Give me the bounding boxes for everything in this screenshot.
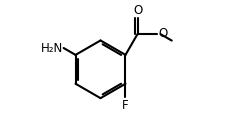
Text: H₂N: H₂N [41, 42, 63, 55]
Text: O: O [134, 4, 143, 17]
Text: F: F [122, 99, 129, 112]
Text: O: O [158, 27, 167, 40]
